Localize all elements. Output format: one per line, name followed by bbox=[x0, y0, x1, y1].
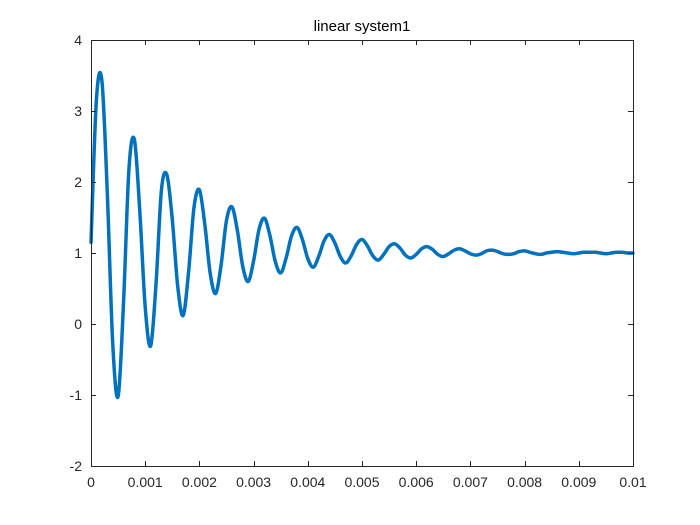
y-tick-label: -1 bbox=[70, 387, 83, 403]
x-tick-label: 0 bbox=[87, 474, 95, 490]
series-layer bbox=[89, 70, 635, 400]
x-tick-label: 0.005 bbox=[344, 474, 379, 490]
y-tick-label: 3 bbox=[74, 103, 82, 119]
chart-title: linear system1 bbox=[314, 18, 411, 35]
x-tick-label: 0.003 bbox=[236, 474, 271, 490]
x-tick-label: 0.007 bbox=[453, 474, 488, 490]
x-tick-label: 0.002 bbox=[182, 474, 217, 490]
x-tick-label: 0.01 bbox=[619, 474, 646, 490]
x-tick-label: 0.006 bbox=[399, 474, 434, 490]
axes-layer: 0 0.001 0.002 0.003 0.004 0.005 0.006 0.007 0.00… bbox=[70, 32, 647, 490]
y-tick-label: 2 bbox=[74, 174, 82, 190]
x-tick-label: 0.008 bbox=[507, 474, 542, 490]
y-tick-label: 0 bbox=[74, 316, 82, 332]
series-line-1 bbox=[89, 70, 635, 400]
y-tick-label: -2 bbox=[70, 458, 83, 474]
x-tick-label: 0.001 bbox=[128, 474, 163, 490]
x-tick-label: 0.004 bbox=[290, 474, 325, 490]
x-tick-label: 0.009 bbox=[561, 474, 596, 490]
y-tick-label: 4 bbox=[74, 32, 82, 48]
y-tick-label: 1 bbox=[74, 245, 82, 261]
